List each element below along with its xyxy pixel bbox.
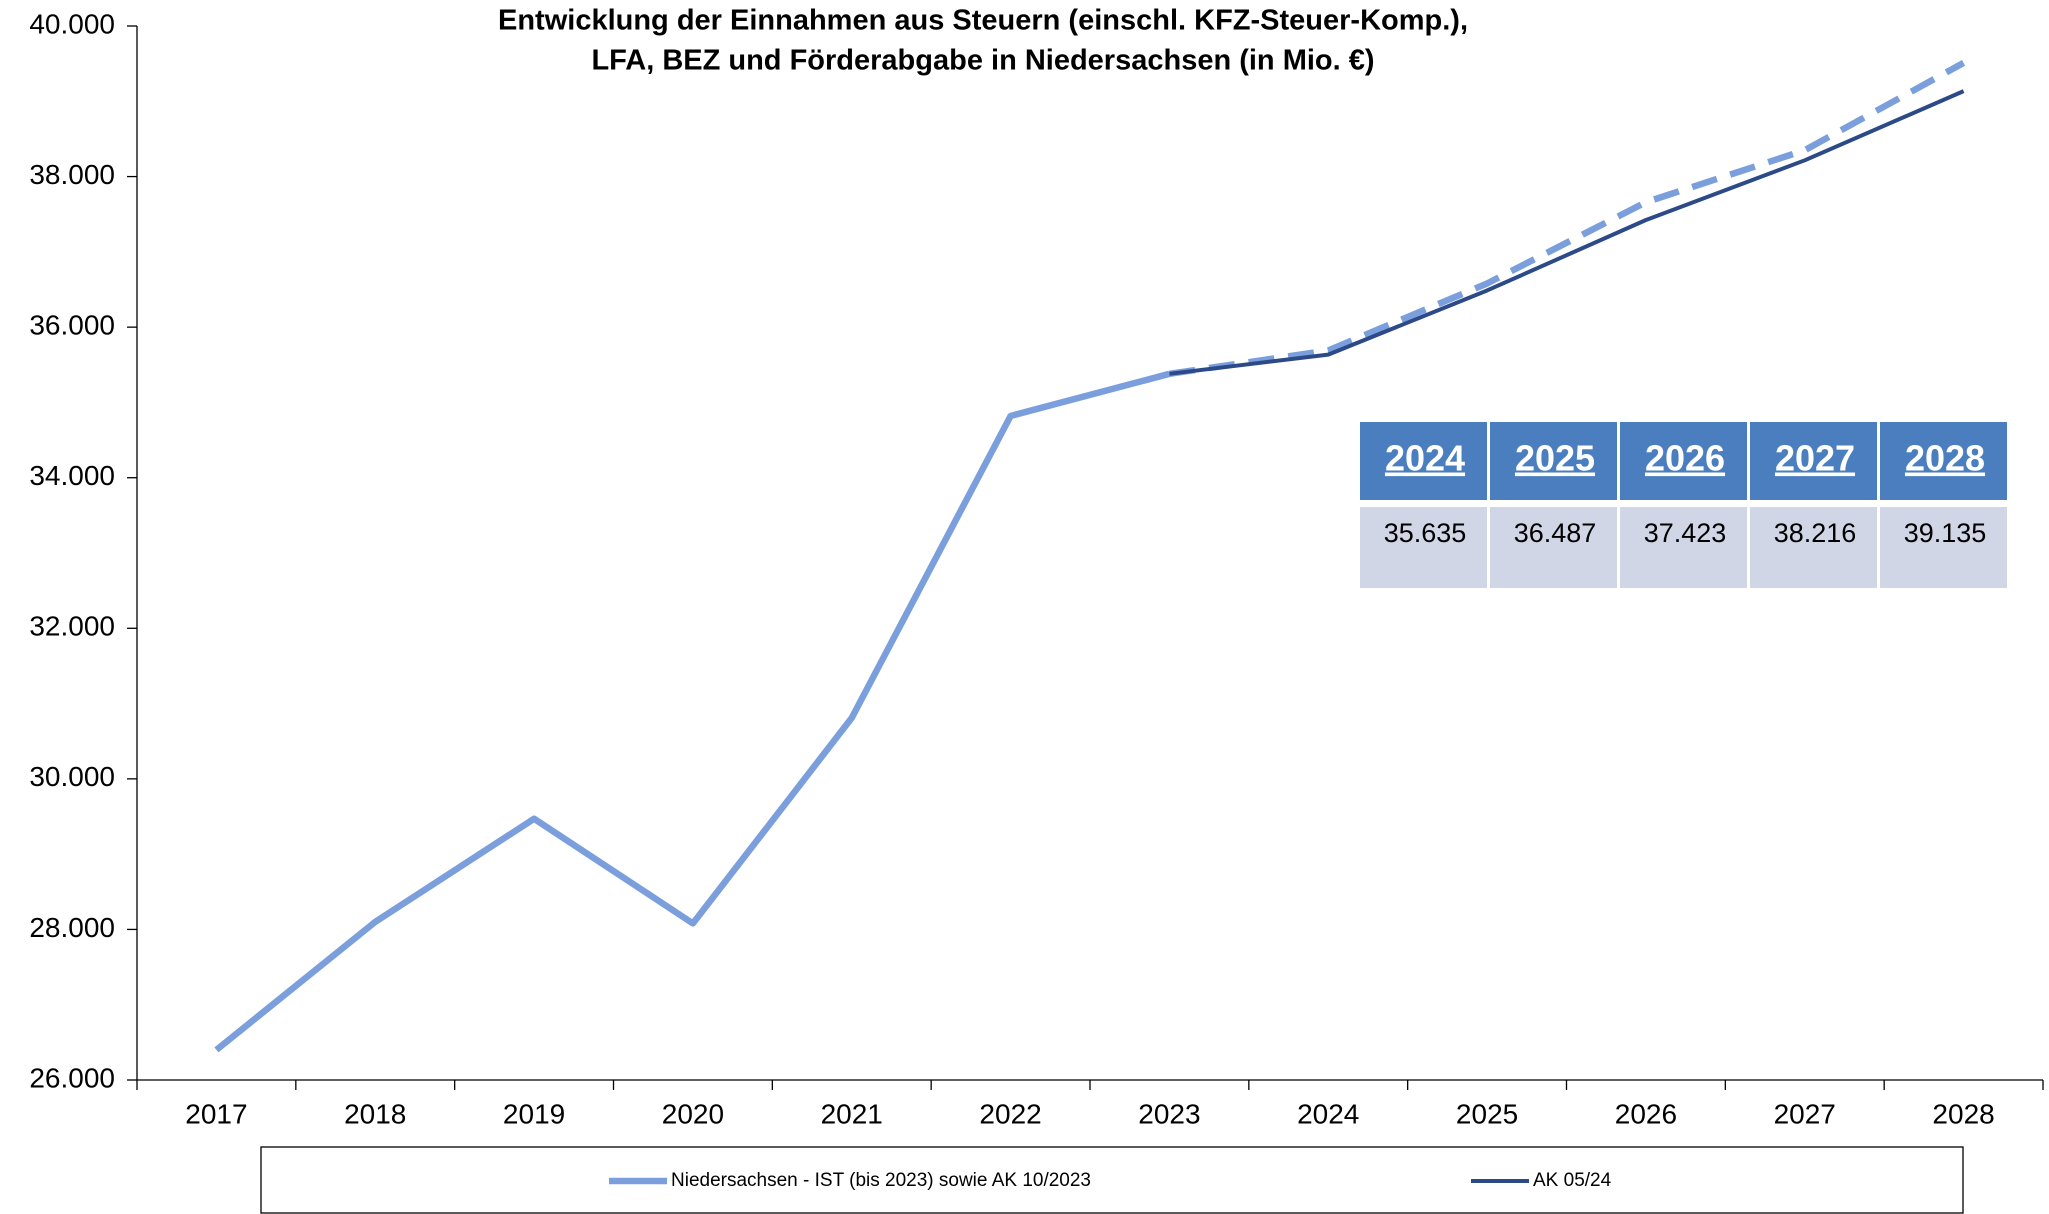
y-tick-label: 26.000 bbox=[29, 1062, 115, 1093]
table-value: 39.135 bbox=[1904, 518, 1987, 548]
table-header-cell bbox=[1620, 422, 1747, 500]
line-series bbox=[214, 370, 1171, 1053]
x-tick-label: 2026 bbox=[1615, 1098, 1677, 1129]
y-tick-label: 38.000 bbox=[29, 159, 115, 190]
x-tick-label: 2021 bbox=[821, 1098, 883, 1129]
x-tick-label: 2022 bbox=[979, 1098, 1041, 1129]
table-cell bbox=[1490, 507, 1617, 588]
legend-box bbox=[260, 1146, 1964, 1214]
table-value: 36.487 bbox=[1514, 518, 1597, 548]
x-tick-label: 2024 bbox=[1297, 1098, 1359, 1129]
x-tick-label: 2028 bbox=[1932, 1098, 1994, 1129]
table-cell bbox=[1360, 507, 1487, 588]
y-tick-label: 36.000 bbox=[29, 310, 115, 341]
x-tick-label: 2018 bbox=[344, 1098, 406, 1129]
table-header-cell bbox=[1490, 422, 1617, 500]
chart-title: Entwicklung der Einnahmen aus Steuern (e… bbox=[498, 5, 1468, 37]
table-value: 35.635 bbox=[1384, 518, 1467, 548]
y-tick-label: 30.000 bbox=[29, 761, 115, 792]
table-cell bbox=[1750, 507, 1877, 588]
table-header: 2027 bbox=[1775, 438, 1855, 479]
table-cell bbox=[1880, 507, 2007, 588]
x-tick-label: 2025 bbox=[1456, 1098, 1518, 1129]
table-header: 2024 bbox=[1385, 438, 1465, 479]
x-tick-label: 2027 bbox=[1774, 1098, 1836, 1129]
table-value: 38.216 bbox=[1774, 518, 1857, 548]
line-series bbox=[1169, 89, 1965, 376]
table-value: 37.423 bbox=[1644, 518, 1727, 548]
legend-label: AK 05/24 bbox=[1533, 1170, 1612, 1191]
legend-label: Niedersachsen - IST (bis 2023) sowie AK … bbox=[671, 1170, 1091, 1191]
table-header: 2025 bbox=[1515, 438, 1595, 479]
table-cell bbox=[1620, 507, 1747, 588]
x-tick-label: 2020 bbox=[662, 1098, 724, 1129]
table-header: 2028 bbox=[1905, 438, 1985, 479]
x-tick-label: 2019 bbox=[503, 1098, 565, 1129]
y-tick-label: 40.000 bbox=[29, 8, 115, 39]
x-tick-label: 2017 bbox=[185, 1098, 247, 1129]
y-tick-label: 32.000 bbox=[29, 611, 115, 642]
line-series bbox=[1168, 60, 1966, 378]
table-header: 2026 bbox=[1645, 438, 1725, 479]
table-header-cell bbox=[1360, 422, 1487, 500]
table-header-cell bbox=[1880, 422, 2007, 500]
y-tick-label: 28.000 bbox=[29, 912, 115, 943]
y-tick-label: 34.000 bbox=[29, 460, 115, 491]
table-header-cell bbox=[1750, 422, 1877, 500]
chart-title: LFA, BEZ und Förderabgabe in Niedersachs… bbox=[591, 45, 1374, 77]
x-tick-label: 2023 bbox=[1138, 1098, 1200, 1129]
